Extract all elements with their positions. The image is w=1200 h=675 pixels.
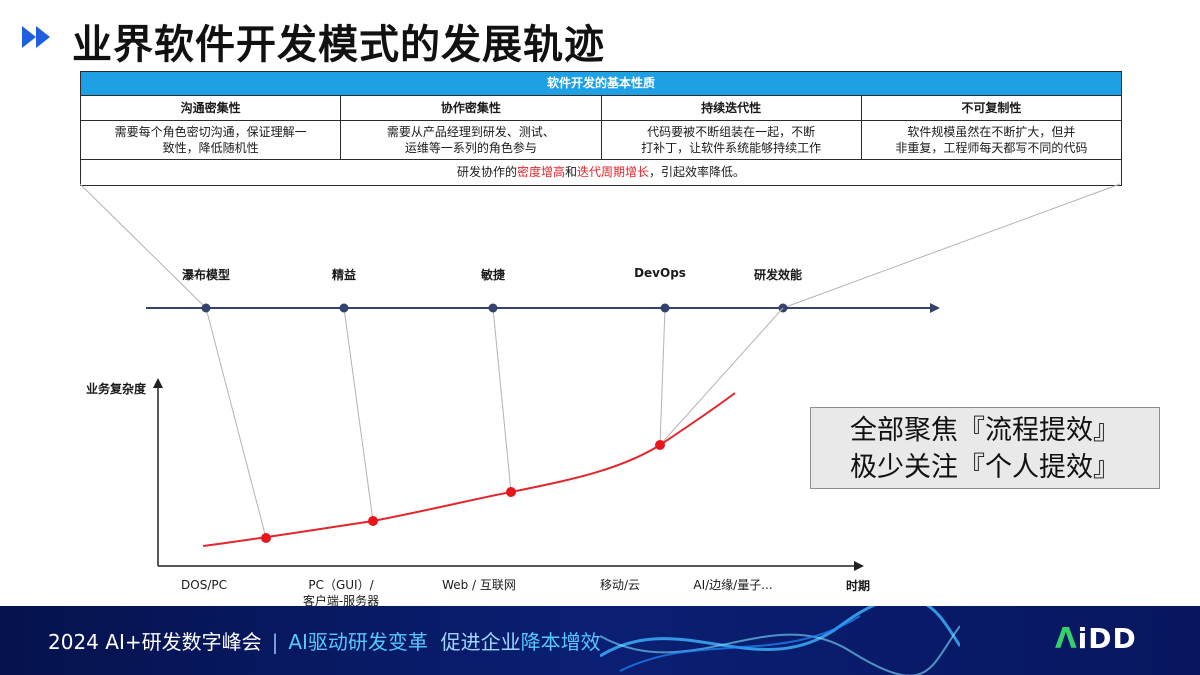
callout-box: 全部聚焦『流程提效』 极少关注『个人提效』 <box>810 407 1160 489</box>
col-head-iteration: 持续迭代性 <box>602 96 862 120</box>
table-footer: 研发协作的密度增高和迭代周期增长，引起效率降低。 <box>456 165 746 179</box>
timeline-arrow-icon <box>930 303 940 313</box>
title-arrow-icon <box>22 26 50 48</box>
nature-table: 软件开发的基本性质 沟通密集性 协作密集性 持续迭代性 不可复制性 需要每个角色… <box>80 71 1122 186</box>
devops-to-efficiency-line <box>659 307 784 446</box>
x-axis-arrow-icon <box>854 561 864 571</box>
curve-point-waterfall <box>261 533 271 543</box>
col-head-collaboration: 协作密集性 <box>341 96 602 120</box>
curve-point-devops <box>655 440 665 450</box>
x-tick-dos-pc: DOS/PC <box>181 578 227 592</box>
timeline-dot-devops <box>660 303 670 313</box>
footer-wave-graphic <box>600 606 960 675</box>
callout-line-2: 极少关注『个人提效』 <box>850 452 1120 483</box>
aidd-logo: ΛiDD <box>1055 622 1137 655</box>
evolution-diagram <box>79 183 1121 571</box>
table-head-row: 沟通密集性 协作密集性 持续迭代性 不可复制性 <box>81 96 1121 121</box>
col-desc-collaboration: 需要从产品经理到研发、测试、 运维等一系列的角色参与 <box>341 121 602 159</box>
table-header: 软件开发的基本性质 <box>81 72 1121 96</box>
connector-devops <box>659 307 666 446</box>
curve-point-lean <box>368 516 378 526</box>
x-axis-label: 时期 <box>846 579 871 593</box>
event-name: 2024 AI+研发数字峰会 <box>48 630 262 654</box>
table-desc-row: 需要每个角色密切沟通，保证理解一 致性，降低随机性 需要从产品经理到研发、测试、运… <box>81 121 1121 160</box>
zoom-line-left <box>79 183 207 309</box>
col-head-communication: 沟通密集性 <box>81 96 342 120</box>
timeline-label-lean: 精益 <box>331 268 357 282</box>
connector-lean <box>343 307 374 522</box>
zoom-line-right <box>782 183 1121 309</box>
x-tick-mobile-cloud: 移动/云 <box>599 578 641 592</box>
timeline-label-devops: DevOps <box>634 266 686 280</box>
y-axis-label: 业务复杂度 <box>86 382 147 396</box>
page-title: 业界软件开发模式的发展轨迹 <box>72 22 605 68</box>
timeline-label-waterfall: 瀑布模型 <box>181 268 231 282</box>
col-desc-uniqueness: 软件规模虽然在不断扩大，但并 非重复，工程师每天都写不同的代码 <box>895 125 1088 155</box>
x-tick-pc-gui: PC（GUI）/客户端-服务器 <box>302 578 380 608</box>
timeline-dot-waterfall <box>201 303 211 313</box>
callout-line-1: 全部聚焦『流程提效』 <box>850 415 1120 446</box>
x-tick-web: Web / 互联网 <box>442 578 516 592</box>
complexity-curve <box>202 392 736 547</box>
col-desc-communication: 需要每个角色密切沟通，保证理解一 致性，降低随机性 <box>81 121 342 159</box>
col-head-uniqueness: 不可复制性 <box>961 101 1022 115</box>
highlight-cycle: 迭代周期增长 <box>577 165 650 179</box>
timeline-label-efficiency: 研发效能 <box>753 268 803 282</box>
highlight-density: 密度增高 <box>516 165 565 179</box>
timeline-label-agile: 敏捷 <box>480 268 506 282</box>
y-axis-arrow-icon <box>153 378 163 388</box>
footer-slogan: 2024 AI+研发数字峰会 | AI驱动研发变革 促进企业降本增效 <box>48 630 601 654</box>
curve-point-agile <box>506 487 516 497</box>
col-desc-iteration: 代码要被不断组装在一起，不断 打补丁，让软件系统能够持续工作 <box>602 121 862 159</box>
footer-banner: 2024 AI+研发数字峰会 | AI驱动研发变革 促进企业降本增效 ΛiDD <box>0 606 1200 675</box>
connector-agile <box>492 307 512 493</box>
x-tick-ai-edge-quantum: AI/边缘/量子... <box>693 578 773 592</box>
timeline-dot-agile <box>488 303 498 313</box>
connector-waterfall <box>205 307 267 539</box>
timeline-dot-lean <box>339 303 349 313</box>
